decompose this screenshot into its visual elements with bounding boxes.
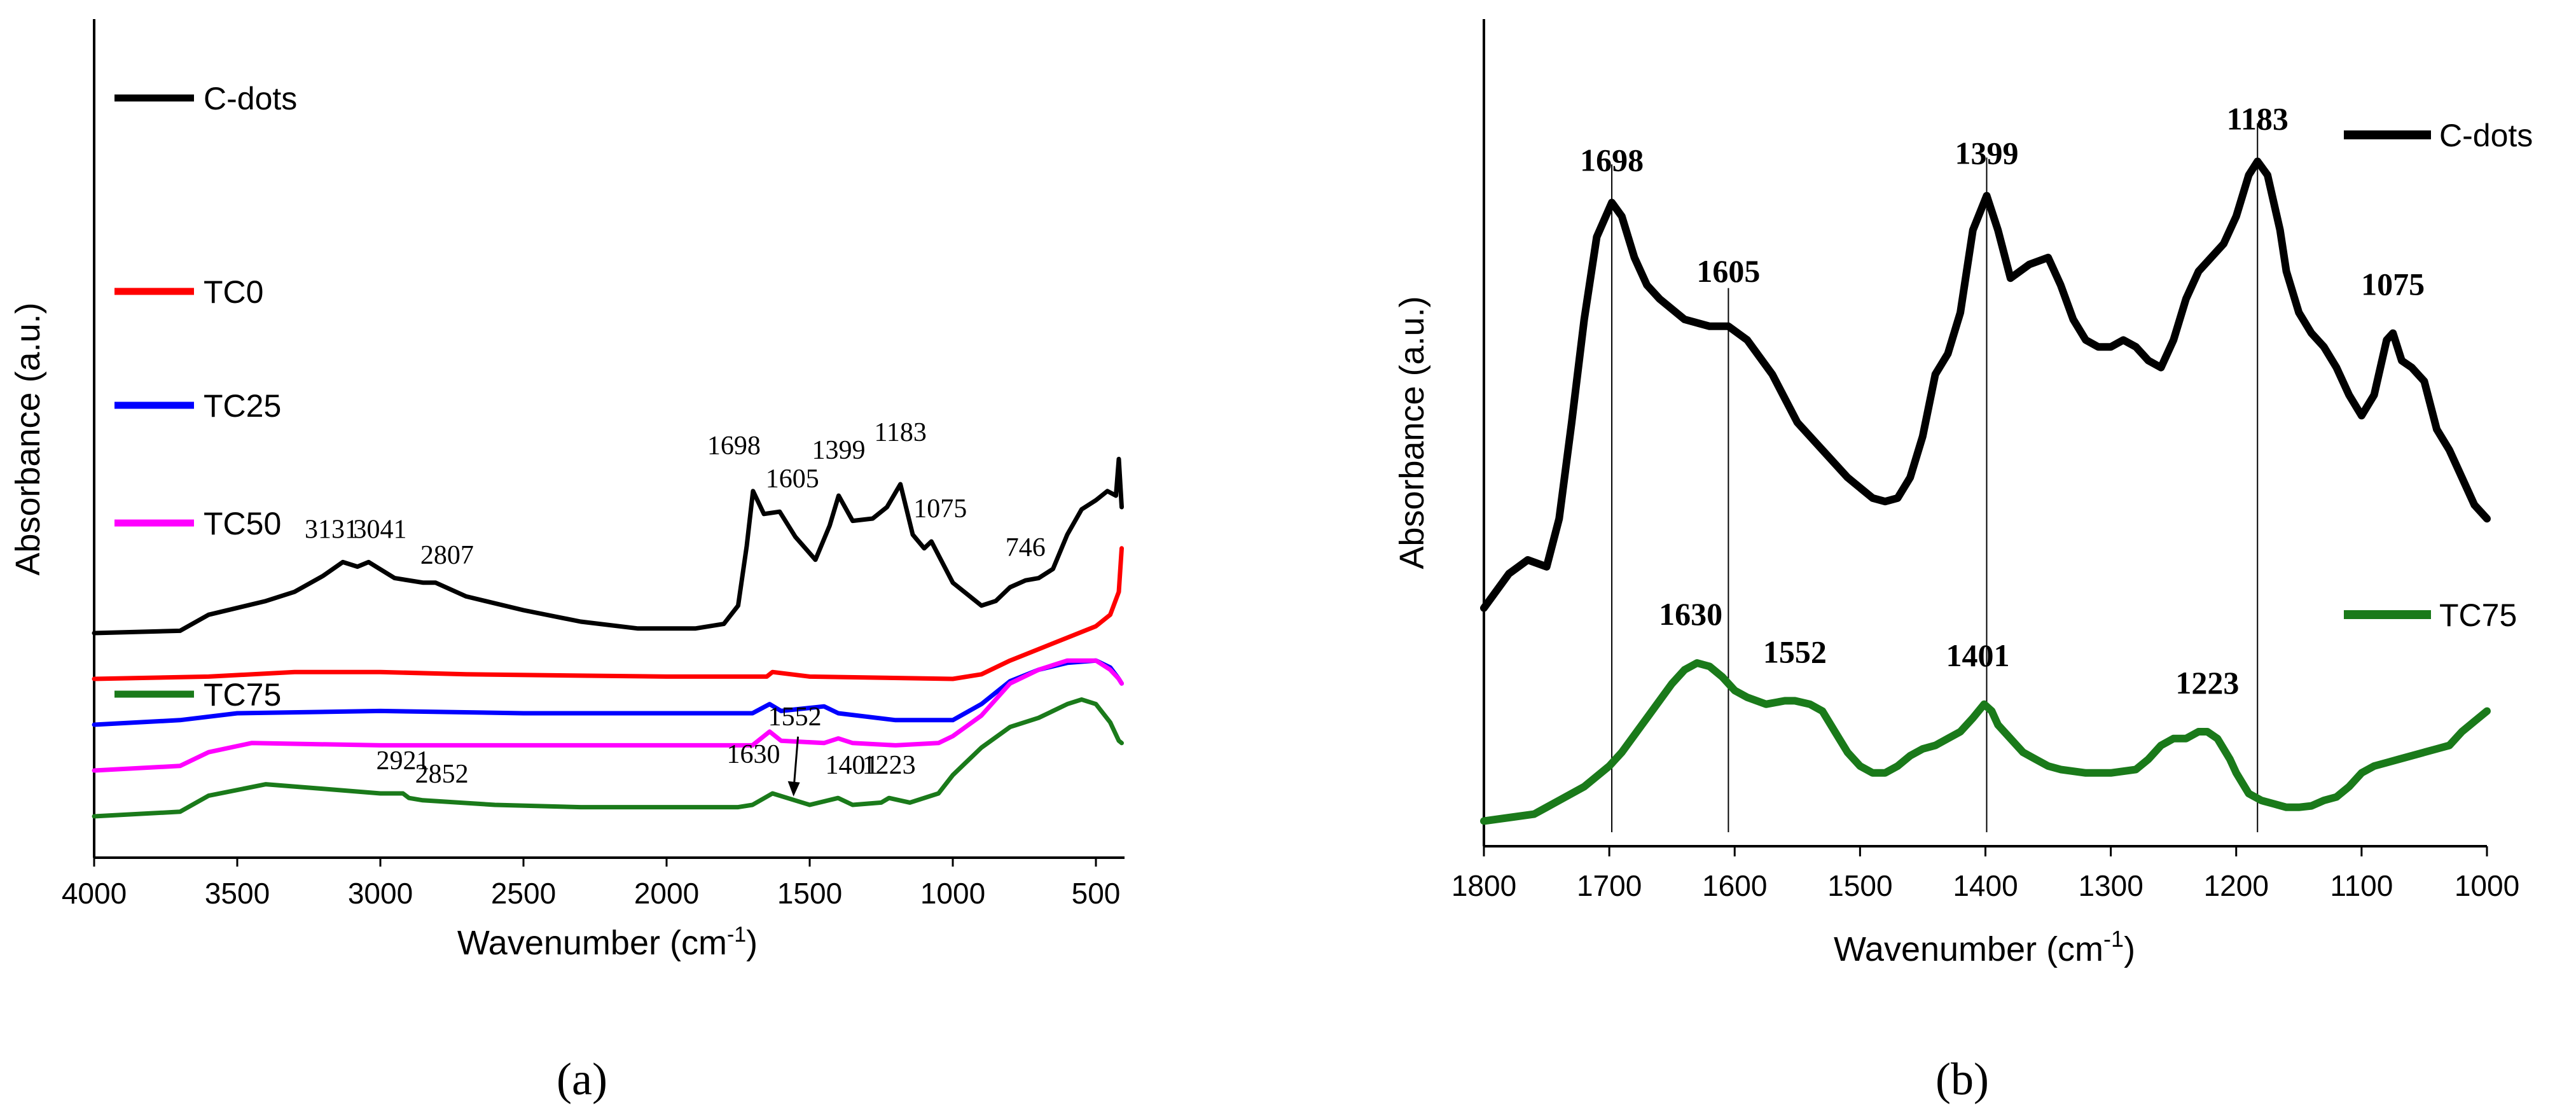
series-line-c-dots: [1480, 157, 2491, 612]
x-tick-label-1200: 1200: [2204, 869, 2269, 902]
peak-arrowhead-1552: [787, 781, 800, 797]
peak-label-1399: 1399: [1955, 136, 2018, 171]
peak-label-1605: 1605: [1696, 253, 1760, 289]
x-tick-label-3500: 3500: [205, 877, 270, 910]
x-tick-label-1600: 1600: [1702, 869, 1767, 902]
panel-b-chart: 1800 1700 1600 1500 1400 1300 1200 1100 1000 169…: [1393, 19, 2533, 1105]
panel-b-peak-labels: 1698 1605 1399 1183 1075 1630 1552 1401 1223: [1580, 101, 2425, 701]
x-tick-label-4000: 4000: [62, 877, 127, 910]
legend-label-tc75: TC75: [2439, 597, 2517, 633]
panel-a-x-axis-title: Wavenumber (cm-1): [457, 923, 758, 962]
legend-label-tc75: TC75: [204, 677, 281, 713]
peak-label-1401: 1401: [1946, 638, 2010, 673]
legend-label-tc25: TC25: [204, 388, 281, 424]
panel-a-x-ticks: 4000 3500 3000 2500 2000 1500 1000 500: [62, 858, 1121, 910]
x-tick-label-1000: 1000: [920, 877, 985, 910]
series-line-tc75: [92, 697, 1124, 819]
x-tick-label-1300: 1300: [2078, 869, 2143, 902]
panel-b-x-axis-title: Wavenumber (cm-1): [1834, 926, 2135, 968]
peak-label-1183: 1183: [2227, 101, 2289, 137]
panel-a-series: [92, 456, 1124, 819]
legend-label-tc50: TC50: [204, 506, 281, 541]
panel-a-chart: 4000 3500 3000 2500 2000 1500 1000 500 31313041…: [9, 19, 1125, 1105]
x-tick-label-1500: 1500: [1827, 869, 1892, 902]
series-line-tc75: [1480, 659, 2491, 825]
panel-b-legend: C-dots TC75: [2344, 118, 2533, 633]
panel-b-series: [1480, 157, 2491, 825]
legend-label-tc0: TC0: [204, 274, 263, 310]
peak-label-2852: 2852: [415, 760, 469, 789]
peak-label-1630: 1630: [727, 740, 780, 769]
series-line-tc50: [92, 658, 1124, 773]
peak-label-1698: 1698: [1580, 142, 1644, 178]
peak-label-1552: 1552: [1763, 634, 1827, 669]
peak-label-2921: 2921: [377, 746, 430, 776]
legend-label-c-dots: C-dots: [2439, 118, 2533, 153]
x-tick-label-1800: 1800: [1451, 869, 1516, 902]
x-tick-label-1700: 1700: [1577, 869, 1642, 902]
series-line-tc0: [92, 546, 1124, 681]
x-tick-label-1400: 1400: [1953, 869, 2018, 902]
peak-label-1401: 1401: [826, 751, 879, 780]
panel-b-y-axis-title: Absorbance (a.u.): [1393, 296, 1431, 569]
panel-b-x-ticks: 1800 1700 1600 1500 1400 1300 1200 1100 1000: [1451, 846, 2519, 902]
x-tick-label-2000: 2000: [634, 877, 699, 910]
peak-label-3131: 3131: [305, 515, 358, 544]
peak-label-2807: 2807: [420, 541, 474, 570]
peak-label-3041: 3041: [354, 515, 407, 544]
peak-label-1223: 1223: [862, 751, 916, 780]
x-tick-label-2500: 2500: [491, 877, 556, 910]
peak-label-1630: 1630: [1659, 596, 1722, 632]
x-tick-label-3000: 3000: [348, 877, 413, 910]
x-tick-label-1500: 1500: [777, 877, 842, 910]
peak-label-1183: 1183: [874, 418, 926, 447]
legend-label-c-dots: C-dots: [204, 81, 297, 116]
peak-label-1399: 1399: [812, 436, 865, 465]
panel-b-label: (b): [1935, 1054, 1989, 1105]
panel-a-label: (a): [557, 1054, 607, 1105]
panel-a-legend: C-dots TC0 TC25 TC50 TC75: [114, 81, 297, 713]
peak-label-1223: 1223: [2175, 665, 2239, 701]
peak-label-1075: 1075: [2361, 267, 2425, 302]
x-tick-label-500: 500: [1072, 877, 1121, 910]
x-tick-label-1100: 1100: [2330, 869, 2393, 902]
series-line-c-dots: [92, 456, 1124, 636]
x-tick-label-1000: 1000: [2455, 869, 2519, 902]
panel-b-reference-lines: [1611, 123, 2259, 832]
peak-label-1075: 1075: [913, 494, 967, 524]
peak-label-1552: 1552: [768, 702, 822, 732]
peak-label-746: 746: [1006, 533, 1046, 562]
peak-label-1698: 1698: [707, 431, 761, 461]
peak-label-1605: 1605: [766, 464, 819, 494]
panel-a-y-axis-title: Absorbance (a.u.): [9, 302, 47, 575]
